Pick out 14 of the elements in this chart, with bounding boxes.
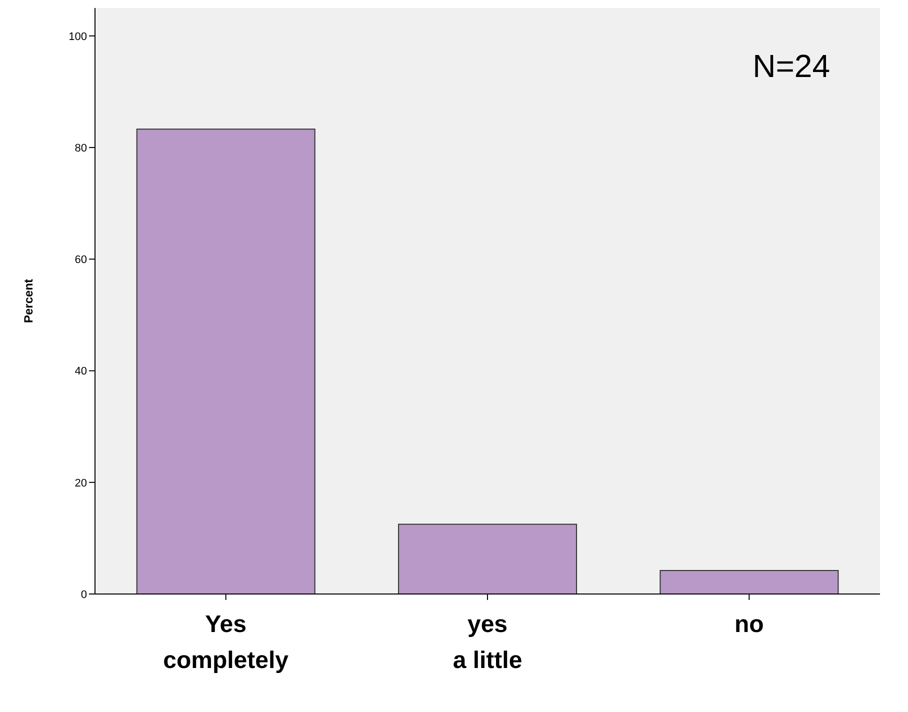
y-tick-label: 100	[68, 30, 87, 43]
bar	[398, 524, 578, 594]
x-tick-label: yes a little	[452, 611, 522, 674]
x-tick-label: Yes completely	[163, 611, 290, 674]
y-tick-label: 40	[74, 366, 87, 378]
x-tick-label: no	[734, 611, 764, 638]
y-axis-title: Percent	[21, 278, 36, 324]
y-tick-label: 60	[74, 254, 87, 266]
y-tick-label: 80	[74, 142, 87, 154]
y-tick-label: 0	[80, 588, 87, 601]
annotation: N=24	[752, 48, 830, 85]
bar	[136, 128, 316, 594]
bar	[660, 570, 839, 594]
y-tick-label: 20	[74, 477, 87, 490]
